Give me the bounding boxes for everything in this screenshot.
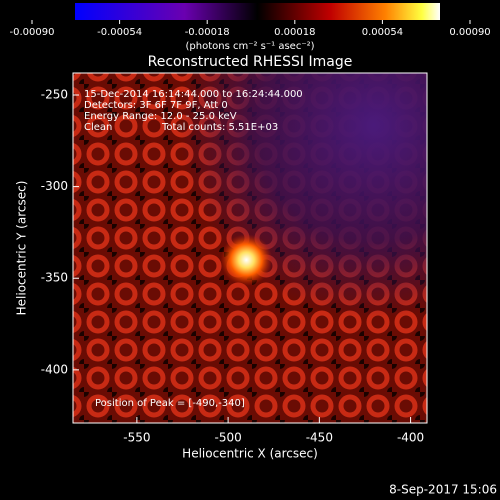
plot-frame	[72, 72, 428, 424]
annotation: Energy Range: 12.0 - 25.0 keV	[84, 111, 237, 122]
colorbar-tick-label: 0.00090	[449, 27, 490, 38]
y-axis-label: Heliocentric Y (arcsec)	[15, 181, 29, 316]
annotation: 15-Dec-2014 16:14:44.000 to 16:24:44.000	[84, 89, 303, 100]
chart-title: Reconstructed RHESSI Image	[148, 54, 353, 70]
footer: 8-Sep-2017 15:06	[389, 483, 497, 497]
colorbar-label: (photons cm⁻² s⁻¹ asec⁻²)	[185, 41, 314, 52]
annotation: Detectors: 3F 6F 7F 9F, Att 0	[84, 100, 228, 111]
y-tick-label: -300	[41, 179, 68, 193]
annotation: Total counts: 5.51E+03	[161, 122, 278, 133]
y-tick-label: -400	[41, 362, 68, 376]
x-tick-label: -500	[214, 431, 241, 445]
colorbar-tick-label: 0.00018	[274, 27, 315, 38]
x-axis-label: Heliocentric X (arcsec)	[182, 447, 318, 461]
colorbar	[75, 3, 440, 20]
colorbar-tick-label: -0.00054	[97, 27, 142, 38]
colorbar-tick-label: 0.00054	[362, 27, 403, 38]
colorbar-tick-label: -0.00018	[185, 27, 230, 38]
x-tick-label: -550	[123, 431, 150, 445]
peak	[220, 233, 273, 286]
colorbar-tick-label: -0.00090	[10, 27, 55, 38]
peak-label: Position of Peak = [-490,-340]	[95, 398, 245, 409]
y-tick-label: -250	[41, 87, 68, 101]
y-tick-label: -350	[41, 271, 68, 285]
annotation: Clean	[84, 122, 112, 133]
x-tick-label: -450	[306, 431, 333, 445]
x-tick-label: -400	[397, 431, 424, 445]
